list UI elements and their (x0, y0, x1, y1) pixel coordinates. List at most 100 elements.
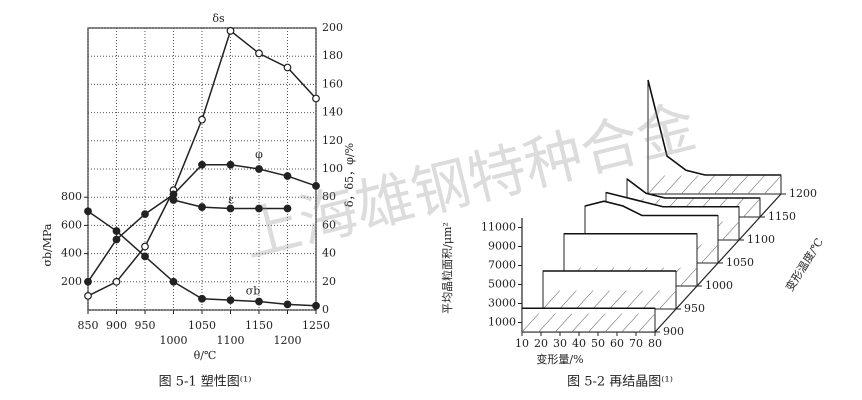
x-axis-label: θ/℃ (194, 349, 217, 362)
caption: 图 5-2 再结晶图⁽¹⁾ (567, 375, 673, 390)
data-point (198, 160, 206, 169)
caption: 图 5-1 塑性图⁽¹⁾ (159, 375, 252, 390)
y-tick-label: 5000 (488, 278, 516, 291)
hatch (538, 313, 556, 333)
slice-fill (542, 270, 677, 310)
hatch (730, 175, 749, 195)
hatch (743, 198, 761, 218)
data-point (255, 49, 263, 58)
series-label: φ (255, 148, 263, 161)
z-tick-label: 900 (663, 325, 684, 338)
y2-tick-label: 200 (322, 21, 343, 34)
series-line (605, 191, 739, 208)
x-tick-label: 40 (572, 337, 586, 350)
data-point (255, 165, 263, 173)
y2-tick-label: 20 (322, 275, 336, 288)
hatch (592, 290, 610, 310)
data-point (255, 297, 263, 306)
data-point (226, 26, 235, 35)
z-axis-label: 变形温度/℃ (782, 235, 826, 293)
z-tick-label: 1150 (768, 210, 796, 223)
series-label: σb (246, 285, 261, 298)
y2-tick-label: 180 (322, 49, 343, 62)
data-point (141, 252, 149, 261)
data-point (283, 172, 292, 180)
x-tick-label: 30 (553, 337, 567, 350)
x-tick-label: 1150 (245, 319, 273, 332)
z-tick-label: 950 (684, 302, 705, 315)
data-point (169, 277, 178, 286)
data-point (141, 242, 149, 251)
y-tick-label: 600 (61, 218, 82, 231)
hatch (621, 313, 639, 333)
hatch (559, 290, 577, 310)
data-point (141, 210, 149, 219)
x-tick-label: 1050 (188, 319, 216, 332)
y-tick-label: 1000 (488, 316, 516, 329)
hatch (747, 175, 765, 195)
y2-tick-label: 40 (322, 247, 336, 260)
data-point (226, 296, 235, 305)
y2-tick-label: 80 (322, 190, 336, 203)
data-point (312, 94, 320, 103)
data-point (84, 292, 92, 300)
hatch (609, 290, 627, 310)
data-point (226, 204, 235, 213)
hatch (659, 290, 677, 310)
hatch (604, 313, 623, 333)
y-tick-label: 9000 (488, 240, 516, 253)
hatch (555, 313, 573, 333)
hatch (664, 175, 682, 195)
series-label: ε (228, 193, 234, 206)
hatch (588, 313, 606, 333)
series-label: δs (212, 12, 225, 25)
hatch (542, 290, 561, 310)
data-point (283, 204, 292, 213)
hatch (680, 267, 698, 287)
y2-axis-label: δ，δ5，φ/% (343, 143, 356, 207)
hatch (697, 175, 715, 195)
hatch (638, 313, 656, 333)
hatch (701, 244, 719, 264)
y2-tick-label: 100 (322, 162, 343, 175)
x-tick-label: 70 (629, 337, 643, 350)
x-tick-label: 900 (106, 319, 127, 332)
hatch (714, 175, 732, 195)
data-point (169, 196, 178, 204)
z-tick-label: 1050 (726, 256, 754, 269)
data-point (312, 182, 320, 190)
y-tick-label: 3000 (488, 297, 516, 310)
hatch (642, 290, 660, 310)
y2-tick-label: 140 (322, 106, 343, 119)
data-point (283, 63, 292, 72)
data-point (112, 277, 121, 286)
data-point (84, 277, 92, 286)
x-tick-label: 80 (648, 337, 662, 350)
z-tick-label: 1100 (747, 233, 775, 246)
data-point (198, 294, 206, 303)
hatch (625, 290, 644, 310)
x-tick-label: 1250 (302, 319, 330, 332)
y-tick-label: 7000 (488, 259, 516, 272)
hatch (722, 221, 740, 241)
y-tick-label: 800 (61, 190, 82, 203)
data-point (226, 160, 235, 169)
z-tick-label: 1000 (705, 279, 733, 292)
data-point (255, 204, 263, 213)
y2-tick-label: 60 (322, 218, 336, 231)
x-tick-label: 950 (135, 319, 156, 332)
y-axis-label: 平均晶粒面积/μm² (440, 222, 454, 314)
hatch (764, 175, 782, 195)
x-tick-label: 10 (515, 337, 529, 350)
hatch (521, 313, 540, 333)
x-axis-label: 变形量/% (536, 352, 583, 366)
x-tick-label: 1200 (274, 334, 302, 347)
x-tick-label: 1000 (160, 334, 188, 347)
data-point (312, 301, 320, 310)
hatch (571, 313, 589, 333)
x-tick-label: 1100 (217, 334, 245, 347)
y2-tick-label: 120 (322, 134, 343, 147)
data-point (283, 300, 292, 309)
series-line (584, 200, 718, 217)
